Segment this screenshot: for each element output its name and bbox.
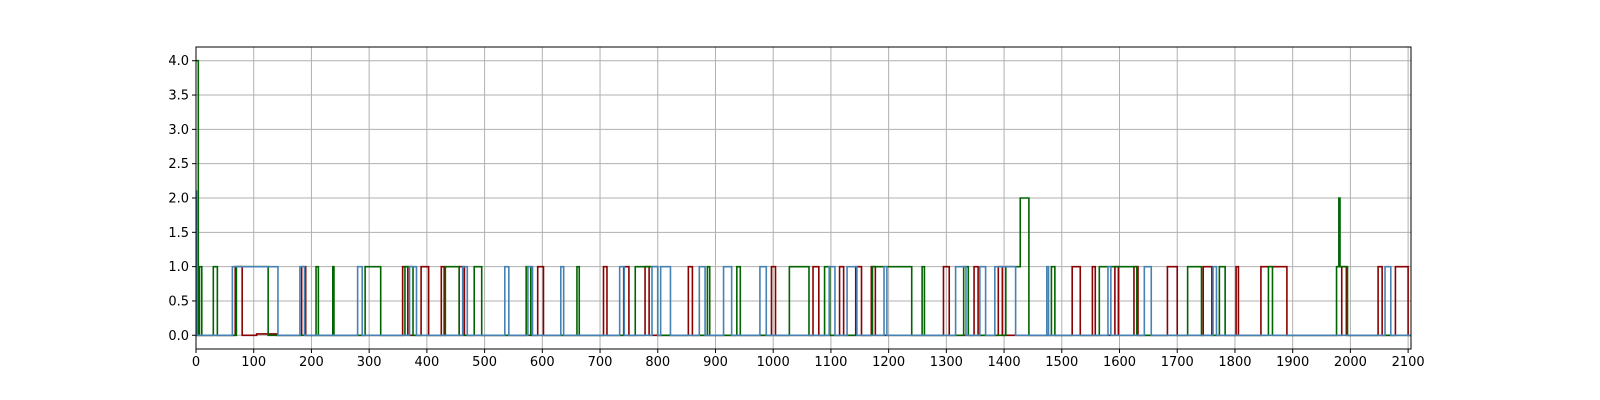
y-tick-label-6: 3.0 <box>168 123 189 138</box>
x-tick-label-16: 1600 <box>1103 355 1136 370</box>
x-tick-label-1: 100 <box>241 355 266 370</box>
y-tick-label-0: 0.0 <box>168 329 189 344</box>
x-tick-label-9: 900 <box>703 355 728 370</box>
x-tick-label-5: 500 <box>472 355 497 370</box>
y-tick-label-4: 2.0 <box>168 192 189 207</box>
x-tick-label-13: 1300 <box>930 355 963 370</box>
x-tick-label-11: 1100 <box>814 355 847 370</box>
x-tick-label-17: 1700 <box>1161 355 1194 370</box>
x-tick-label-2: 200 <box>299 355 324 370</box>
x-tick-labels: 0 100 200 300 400 500 600 700 800 900 1000 1100 1200… <box>192 355 1425 370</box>
x-tick-label-7: 700 <box>588 355 613 370</box>
x-tick-label-12: 1200 <box>872 355 905 370</box>
x-tick-label-15: 1500 <box>1045 355 1078 370</box>
x-tick-label-10: 1000 <box>757 355 790 370</box>
y-tick-label-8: 4.0 <box>168 54 189 69</box>
x-tick-label-4: 400 <box>414 355 439 370</box>
y-tick-label-2: 1.0 <box>168 260 189 275</box>
axis-ticks <box>192 60 1409 353</box>
y-tick-label-5: 2.5 <box>168 157 189 172</box>
x-tick-label-18: 1800 <box>1218 355 1251 370</box>
series-line-2 <box>196 190 1411 337</box>
x-tick-label-14: 1400 <box>988 355 1021 370</box>
y-tick-label-7: 3.5 <box>168 89 189 104</box>
x-tick-label-3: 300 <box>357 355 382 370</box>
y-tick-label-1: 0.5 <box>168 294 189 309</box>
x-tick-label-20: 2000 <box>1334 355 1367 370</box>
x-tick-label-8: 800 <box>645 355 670 370</box>
x-tick-label-21: 2100 <box>1392 355 1425 370</box>
y-tick-labels: 0.0 0.5 1.0 1.5 2.0 2.5 3.0 3.5 4.0 <box>168 54 189 344</box>
series-lines <box>196 59 1411 337</box>
x-tick-label-0: 0 <box>192 355 200 370</box>
y-tick-label-3: 1.5 <box>168 226 189 241</box>
x-tick-label-19: 1900 <box>1276 355 1309 370</box>
x-tick-label-6: 600 <box>530 355 555 370</box>
